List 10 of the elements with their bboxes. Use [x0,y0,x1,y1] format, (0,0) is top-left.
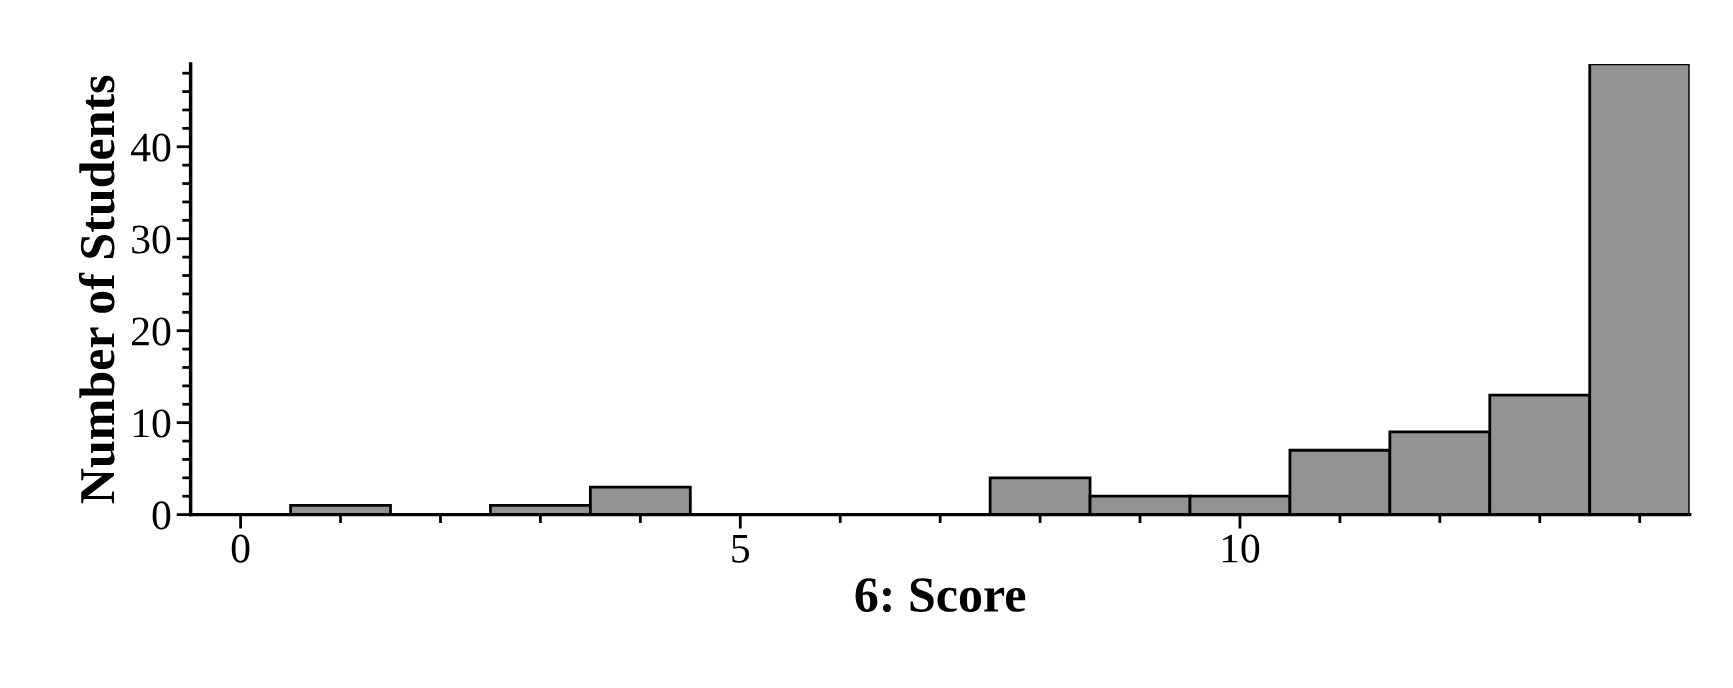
x-tick-label: 5 [732,535,750,563]
y-axis-title: Number of Students [78,75,115,504]
y-tick-label: 20 [132,317,171,346]
y-tick-label: 0 [152,501,171,530]
x-tick-label: 10 [1222,534,1260,563]
y-tick-label: 40 [131,133,171,162]
x-axis-title: 6: Score [855,578,1026,613]
y-tick-label: 10 [133,409,171,438]
x-tick-label: 0 [231,534,250,563]
y-tick-label: 30 [132,225,171,254]
